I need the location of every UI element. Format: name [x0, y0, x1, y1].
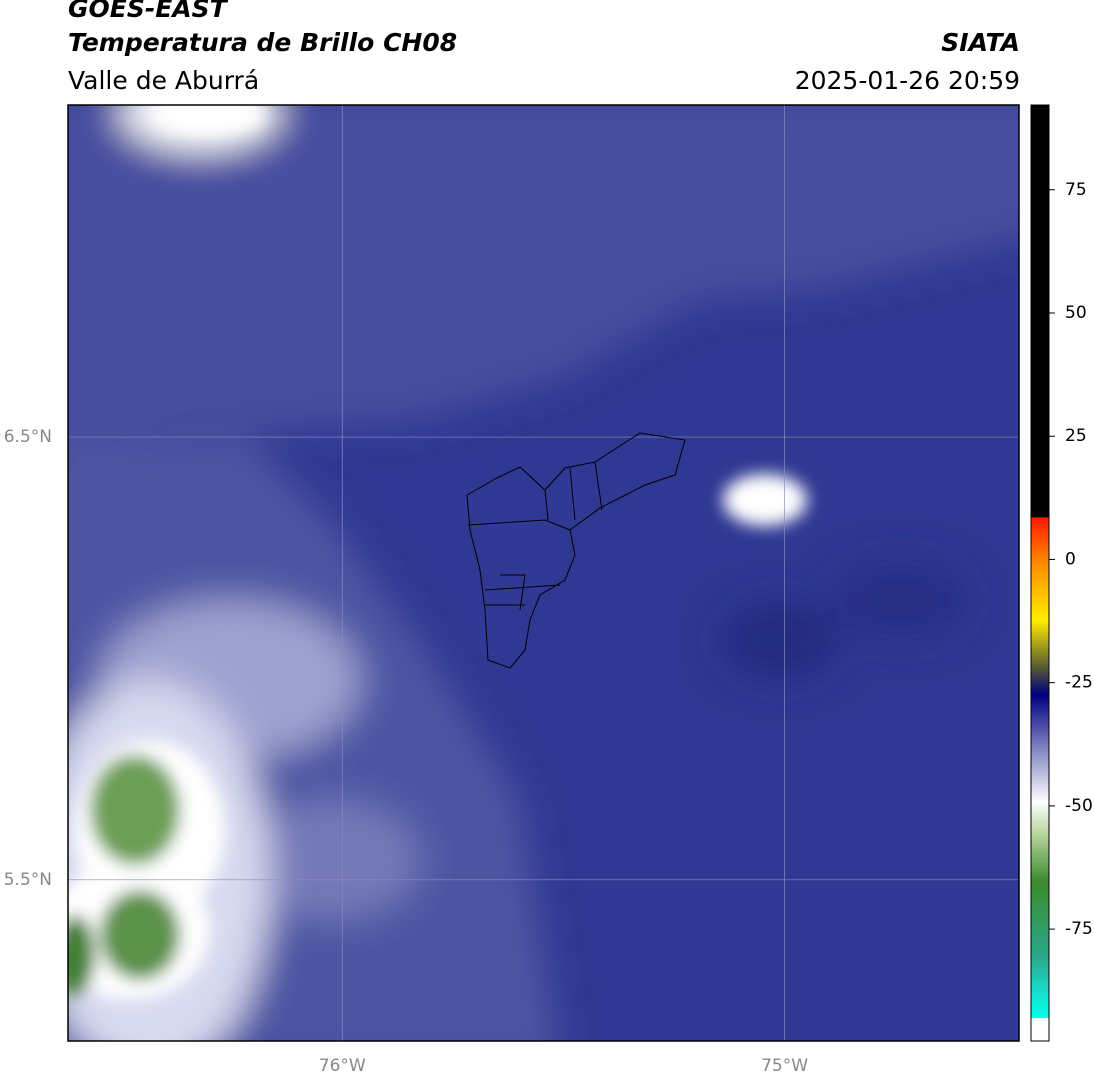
source: SIATA: [941, 28, 1020, 57]
region: Valle de Aburrá: [68, 66, 260, 95]
subtitle: Temperatura de Brillo CH08: [68, 28, 458, 57]
colorbar-tick-label: 75: [1065, 180, 1087, 200]
lat-label: 6.5°N: [4, 427, 52, 447]
colorbar-tick-label: -75: [1065, 919, 1093, 939]
title: GOES-EAST: [68, 0, 227, 23]
datetime: 2025-01-26 20:59: [794, 66, 1020, 95]
lat-label: 5.5°N: [4, 870, 52, 890]
satellite-field: [68, 105, 1019, 1041]
colorbar-tick-label: 0: [1065, 549, 1076, 569]
colorbar-tick-label: -25: [1065, 673, 1093, 693]
lon-label: 76°W: [319, 1056, 366, 1076]
lon-label: 75°W: [761, 1056, 808, 1076]
colorbar-tick-label: -50: [1065, 796, 1093, 816]
colorbar-tick-label: 50: [1065, 303, 1087, 323]
colorbar: [1030, 104, 1050, 1042]
valley-outline: [466, 432, 686, 669]
map-frame: [67, 104, 1020, 1042]
colorbar-tick-label: 25: [1065, 426, 1087, 446]
